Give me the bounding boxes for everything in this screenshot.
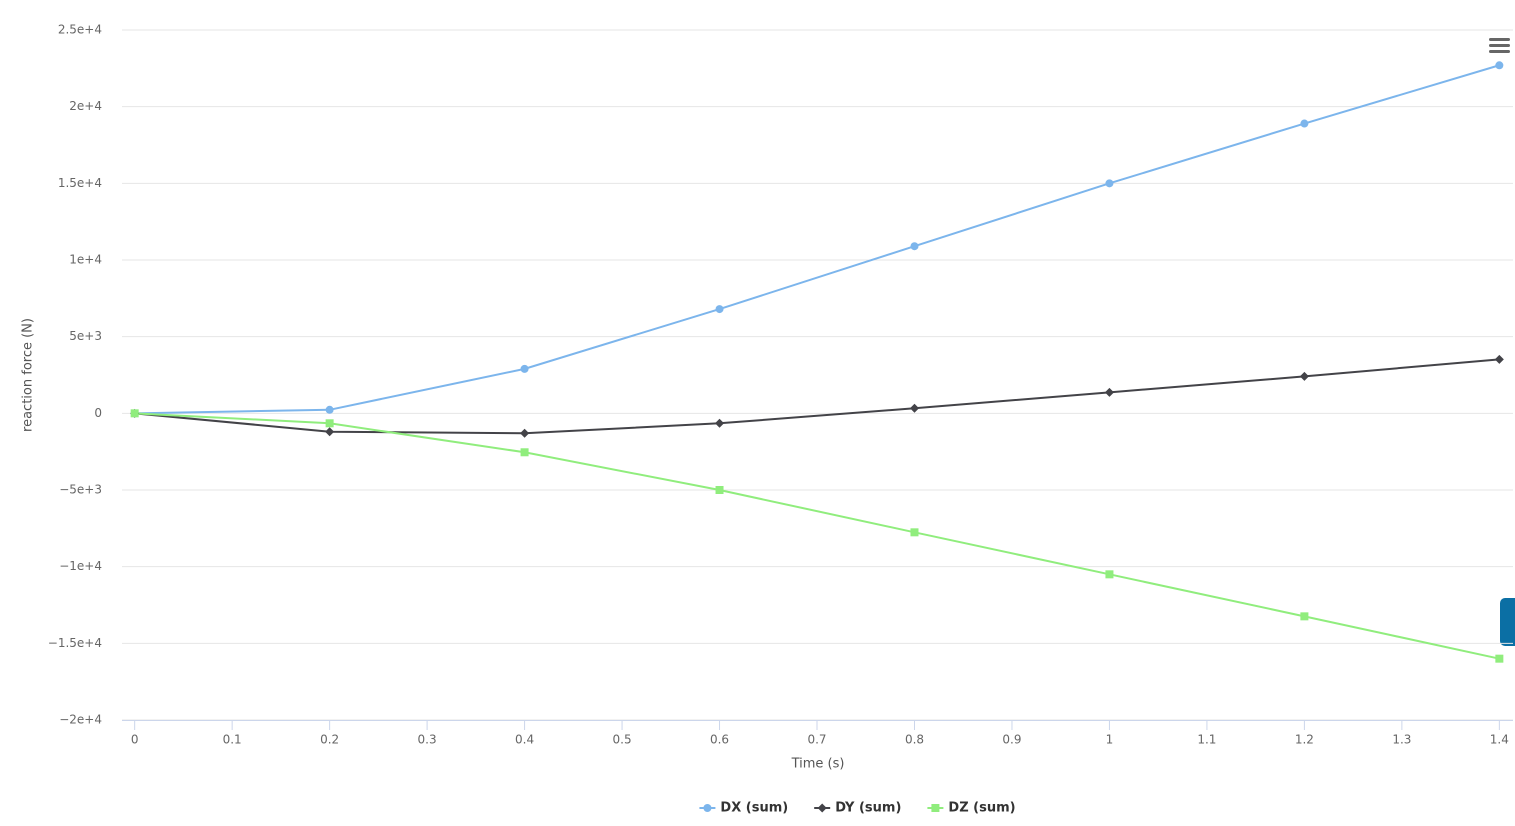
point xyxy=(1495,654,1504,663)
point xyxy=(1299,371,1309,381)
y-tick-label: 2.5e+4 xyxy=(58,23,102,37)
point xyxy=(1494,354,1504,364)
legend-text: DY (sum) xyxy=(835,801,901,816)
series-line xyxy=(134,412,1500,660)
legend: DX (sum) DY (sum) DZ (sum) xyxy=(699,801,1016,816)
x-tick-label: 0.3 xyxy=(418,733,437,747)
point xyxy=(325,405,334,414)
x-tick-label: 0.5 xyxy=(613,733,632,747)
y-tick-label: 1.5e+4 xyxy=(58,176,102,190)
y-tick-label: −1.5e+4 xyxy=(48,636,102,650)
series-line xyxy=(134,358,1500,435)
point xyxy=(1105,179,1114,188)
menu-bar xyxy=(1489,44,1510,47)
y-tick-label: 5e+3 xyxy=(69,329,102,343)
x-tick-label: 0.6 xyxy=(710,733,729,747)
point xyxy=(130,409,139,418)
x-tick-label: 0 xyxy=(131,733,139,747)
x-tick-label: 1.4 xyxy=(1490,733,1509,747)
point xyxy=(1300,119,1309,128)
x-tick-label: 1.1 xyxy=(1197,733,1216,747)
point xyxy=(715,418,725,428)
y-tick-label: −1e+4 xyxy=(59,559,102,573)
y-tick-label: 2e+4 xyxy=(69,99,102,113)
x-tick-label: 0.7 xyxy=(807,733,826,747)
side-tab[interactable] xyxy=(1500,598,1515,646)
point xyxy=(1104,387,1114,397)
legend-symbol xyxy=(817,803,827,813)
legend-item[interactable]: DZ (sum) xyxy=(927,801,1016,816)
x-tick-label: 0.4 xyxy=(515,733,534,747)
menu-button[interactable] xyxy=(1489,38,1510,53)
legend-symbol xyxy=(931,804,940,812)
y-tick-label: −5e+3 xyxy=(59,483,102,497)
point xyxy=(520,428,530,438)
x-axis-title: Time (s) xyxy=(791,757,845,772)
legend-text: DX (sum) xyxy=(720,801,788,816)
x-tick-label: 0.9 xyxy=(1002,733,1021,747)
x-tick-label: 0.8 xyxy=(905,733,924,747)
point xyxy=(325,419,334,428)
x-tick-label: 1.3 xyxy=(1392,733,1411,747)
point xyxy=(910,528,919,537)
point xyxy=(910,242,919,251)
legend-symbol xyxy=(703,804,712,812)
point xyxy=(1300,612,1309,621)
point xyxy=(325,427,335,437)
point xyxy=(1105,570,1114,579)
menu-bar xyxy=(1489,50,1510,53)
point xyxy=(715,305,724,314)
x-tick-label: 1.2 xyxy=(1295,733,1314,747)
point xyxy=(520,364,529,373)
x-tick-label: 0.1 xyxy=(223,733,242,747)
x-tick-label: 0.2 xyxy=(320,733,339,747)
y-tick-label: −2e+4 xyxy=(59,713,102,727)
y-tick-label: 0 xyxy=(94,406,102,420)
menu-bar xyxy=(1489,38,1510,41)
series-line xyxy=(134,64,1500,415)
y-axis-title: reaction force (N) xyxy=(21,318,36,432)
point xyxy=(520,448,529,457)
point xyxy=(715,486,724,494)
point xyxy=(1495,61,1504,70)
legend-item[interactable]: DX (sum) xyxy=(699,801,788,816)
x-tick-label: 1 xyxy=(1106,733,1114,747)
point xyxy=(909,403,919,413)
legend-text: DZ (sum) xyxy=(948,801,1015,816)
legend-item[interactable]: DY (sum) xyxy=(814,801,901,816)
y-tick-label: 1e+4 xyxy=(69,253,102,267)
